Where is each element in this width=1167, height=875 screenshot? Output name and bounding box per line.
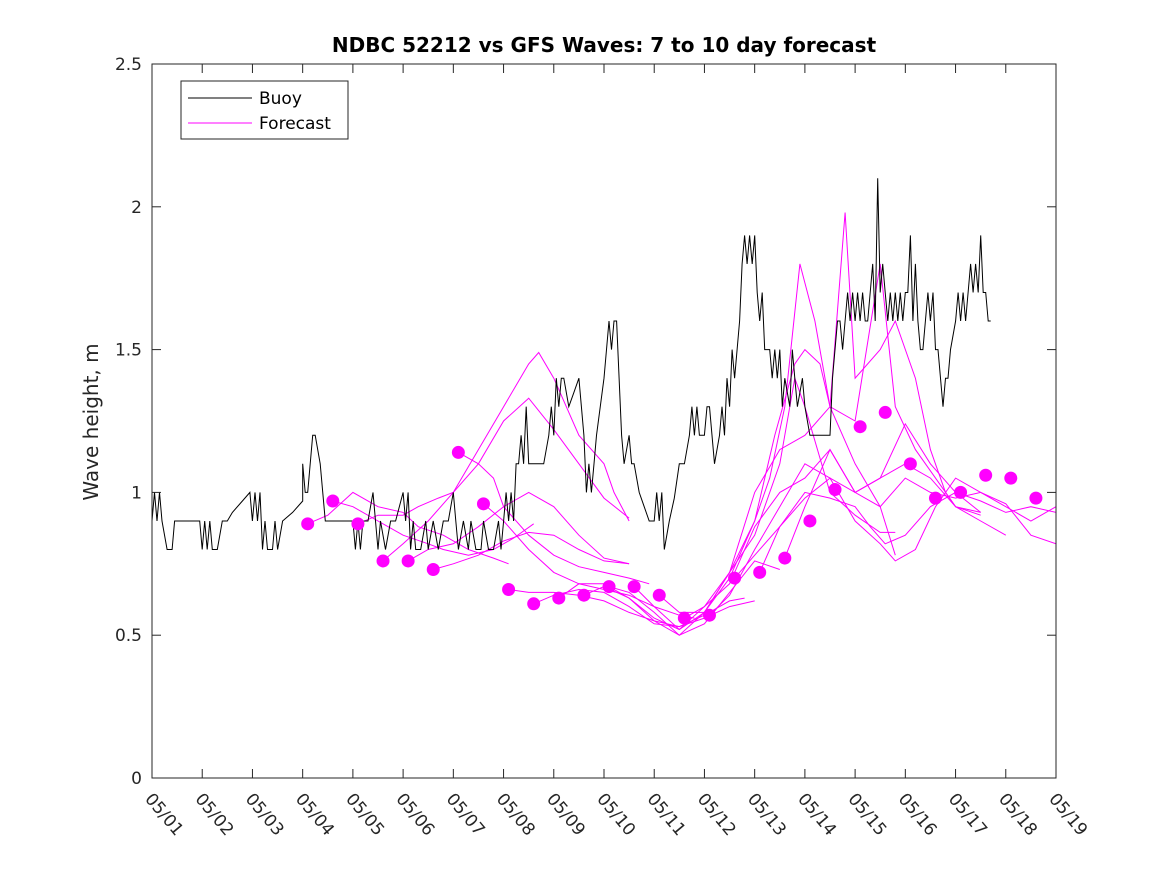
forecast-line-6: [458, 451, 650, 585]
y-tick-label: 2: [131, 198, 142, 218]
x-tick-label: 05/10: [592, 790, 639, 840]
x-tick-label: 05/07: [442, 790, 489, 840]
forecast-marker-3: [376, 554, 390, 568]
forecast-marker-12: [602, 580, 616, 594]
y-axis-label: Wave height, m: [79, 343, 103, 500]
forecast-line-19: [784, 448, 1056, 559]
axes-box: [151, 63, 1057, 779]
forecast-marker-24: [903, 457, 917, 471]
forecast-marker-1: [326, 494, 340, 508]
forecast-marker-18: [753, 565, 767, 579]
chart-title: NDBC 52212 vs GFS Waves: 7 to 10 day for…: [332, 33, 877, 57]
x-tick-label: 05/03: [241, 790, 288, 840]
y-tick-label: 0: [131, 769, 142, 789]
forecast-line-2: [357, 351, 630, 525]
x-tick-label: 05/09: [542, 790, 589, 840]
forecast-marker-4: [401, 554, 415, 568]
y-tick-label: 0.5: [115, 626, 142, 646]
forecast-marker-26: [954, 485, 968, 499]
forecast-line-17: [734, 491, 1056, 579]
legend-buoy-label: Buoy: [259, 89, 302, 109]
forecast-marker-19: [778, 551, 792, 565]
forecast-marker-20: [803, 514, 817, 528]
y-tick-label: 1.5: [115, 341, 142, 361]
forecast-line-5: [433, 531, 630, 570]
forecast-line-12: [608, 263, 896, 636]
forecast-line-14: [658, 263, 981, 613]
y-tick-label: 2.5: [115, 55, 142, 75]
y-tick-label: 1: [131, 483, 142, 503]
forecast-marker-2: [351, 517, 365, 531]
x-tick-label: 05/11: [643, 790, 690, 840]
x-tick-label: 05/19: [1044, 790, 1091, 840]
x-tick-label: 05/13: [743, 790, 790, 840]
forecast-marker-17: [728, 571, 742, 585]
x-tick-label: 05/17: [944, 790, 991, 840]
forecast-marker-29: [1029, 491, 1043, 505]
forecast-marker-6: [451, 445, 465, 459]
forecast-marker-22: [853, 420, 867, 434]
x-tick-label: 05/14: [793, 790, 840, 840]
forecast-marker-15: [677, 611, 691, 625]
x-tick-label: 05/15: [844, 790, 891, 840]
forecast-marker-11: [577, 588, 591, 602]
forecast-line-18: [759, 477, 1056, 573]
forecast-line-3: [382, 397, 630, 562]
forecast-line-7: [483, 503, 695, 619]
forecast-marker-13: [627, 580, 641, 594]
x-tick-label: 05/01: [140, 790, 187, 840]
forecast-marker-5: [426, 563, 440, 577]
forecast-marker-10: [552, 591, 566, 605]
legend-forecast-label: Forecast: [259, 114, 331, 134]
forecast-marker-23: [878, 405, 892, 419]
x-tick-label: 05/16: [894, 790, 941, 840]
legend-box: [180, 80, 349, 140]
forecast-marker-0: [301, 517, 315, 531]
plot-area: [152, 178, 1056, 636]
x-tick-label: 05/02: [191, 790, 238, 840]
buoy-line: [152, 178, 991, 550]
forecast-line-13: [633, 212, 981, 631]
forecast-marker-9: [527, 597, 541, 611]
forecast-marker-14: [652, 588, 666, 602]
x-tick-label: 05/05: [341, 790, 388, 840]
forecast-marker-27: [979, 468, 993, 482]
x-tick-label: 05/08: [492, 790, 539, 840]
x-tick-label: 05/06: [392, 790, 439, 840]
forecast-line-1: [332, 500, 534, 556]
x-tick-label: 05/12: [693, 790, 740, 840]
forecast-line-10: [558, 560, 780, 636]
forecast-marker-16: [702, 608, 716, 622]
forecast-marker-25: [928, 491, 942, 505]
forecast-line-4: [407, 491, 630, 565]
legend: Buoy Forecast: [180, 80, 349, 140]
forecast-marker-8: [502, 583, 516, 597]
axes: 00.511.522.505/01 05/02 05/03 05/04 05/05 05/…: [115, 55, 1091, 840]
x-tick-label: 05/04: [291, 790, 338, 840]
forecast-marker-7: [476, 497, 490, 511]
forecast-marker-28: [1004, 471, 1018, 485]
forecast-marker-21: [828, 483, 842, 497]
x-tick-label: 05/18: [994, 790, 1041, 840]
